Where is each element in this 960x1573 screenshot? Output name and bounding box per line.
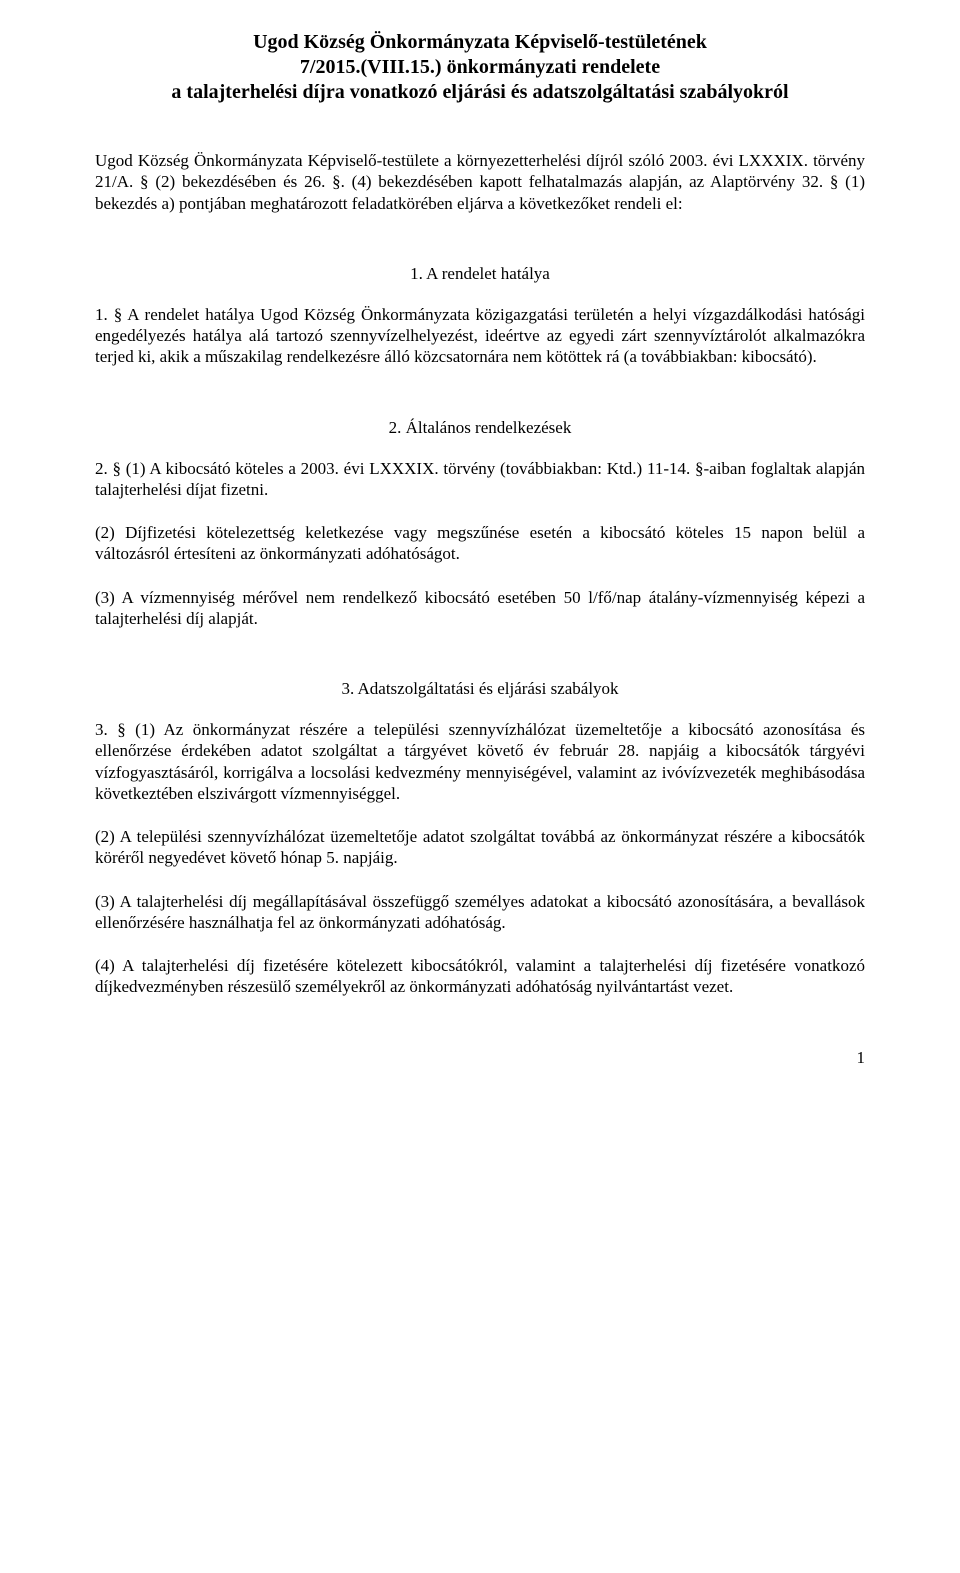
section-3-paragraph-3: (3) A talajterhelési díj megállapításáva… xyxy=(95,891,865,934)
section-3-paragraph-1: 3. § (1) Az önkormányzat részére a telep… xyxy=(95,719,865,804)
section-3-paragraph-2: (2) A települési szennyvízhálózat üzemel… xyxy=(95,826,865,869)
section-3-heading: 3. Adatszolgáltatási és eljárási szabály… xyxy=(95,679,865,699)
preamble-paragraph: Ugod Község Önkormányzata Képviselő-test… xyxy=(95,150,865,214)
title-line-2: 7/2015.(VIII.15.) önkormányzati rendelet… xyxy=(95,55,865,80)
section-3-paragraph-4: (4) A talajterhelési díj fizetésére köte… xyxy=(95,955,865,998)
section-2: 2. Általános rendelkezések 2. § (1) A ki… xyxy=(95,418,865,630)
section-1-heading: 1. A rendelet hatálya xyxy=(95,264,865,284)
section-1-paragraph-1: 1. § A rendelet hatálya Ugod Község Önko… xyxy=(95,304,865,368)
section-2-paragraph-3: (3) A vízmennyiség mérővel nem rendelkez… xyxy=(95,587,865,630)
section-2-heading: 2. Általános rendelkezések xyxy=(95,418,865,438)
page-number: 1 xyxy=(95,1048,865,1068)
title-line-3: a talajterhelési díjra vonatkozó eljárás… xyxy=(95,80,865,105)
section-2-paragraph-1: 2. § (1) A kibocsátó köteles a 2003. évi… xyxy=(95,458,865,501)
section-2-paragraph-2: (2) Díjfizetési kötelezettség keletkezés… xyxy=(95,522,865,565)
title-line-1: Ugod Község Önkormányzata Képviselő-test… xyxy=(95,30,865,55)
section-1: 1. A rendelet hatálya 1. § A rendelet ha… xyxy=(95,264,865,368)
document-title: Ugod Község Önkormányzata Képviselő-test… xyxy=(95,30,865,105)
section-3: 3. Adatszolgáltatási és eljárási szabály… xyxy=(95,679,865,998)
